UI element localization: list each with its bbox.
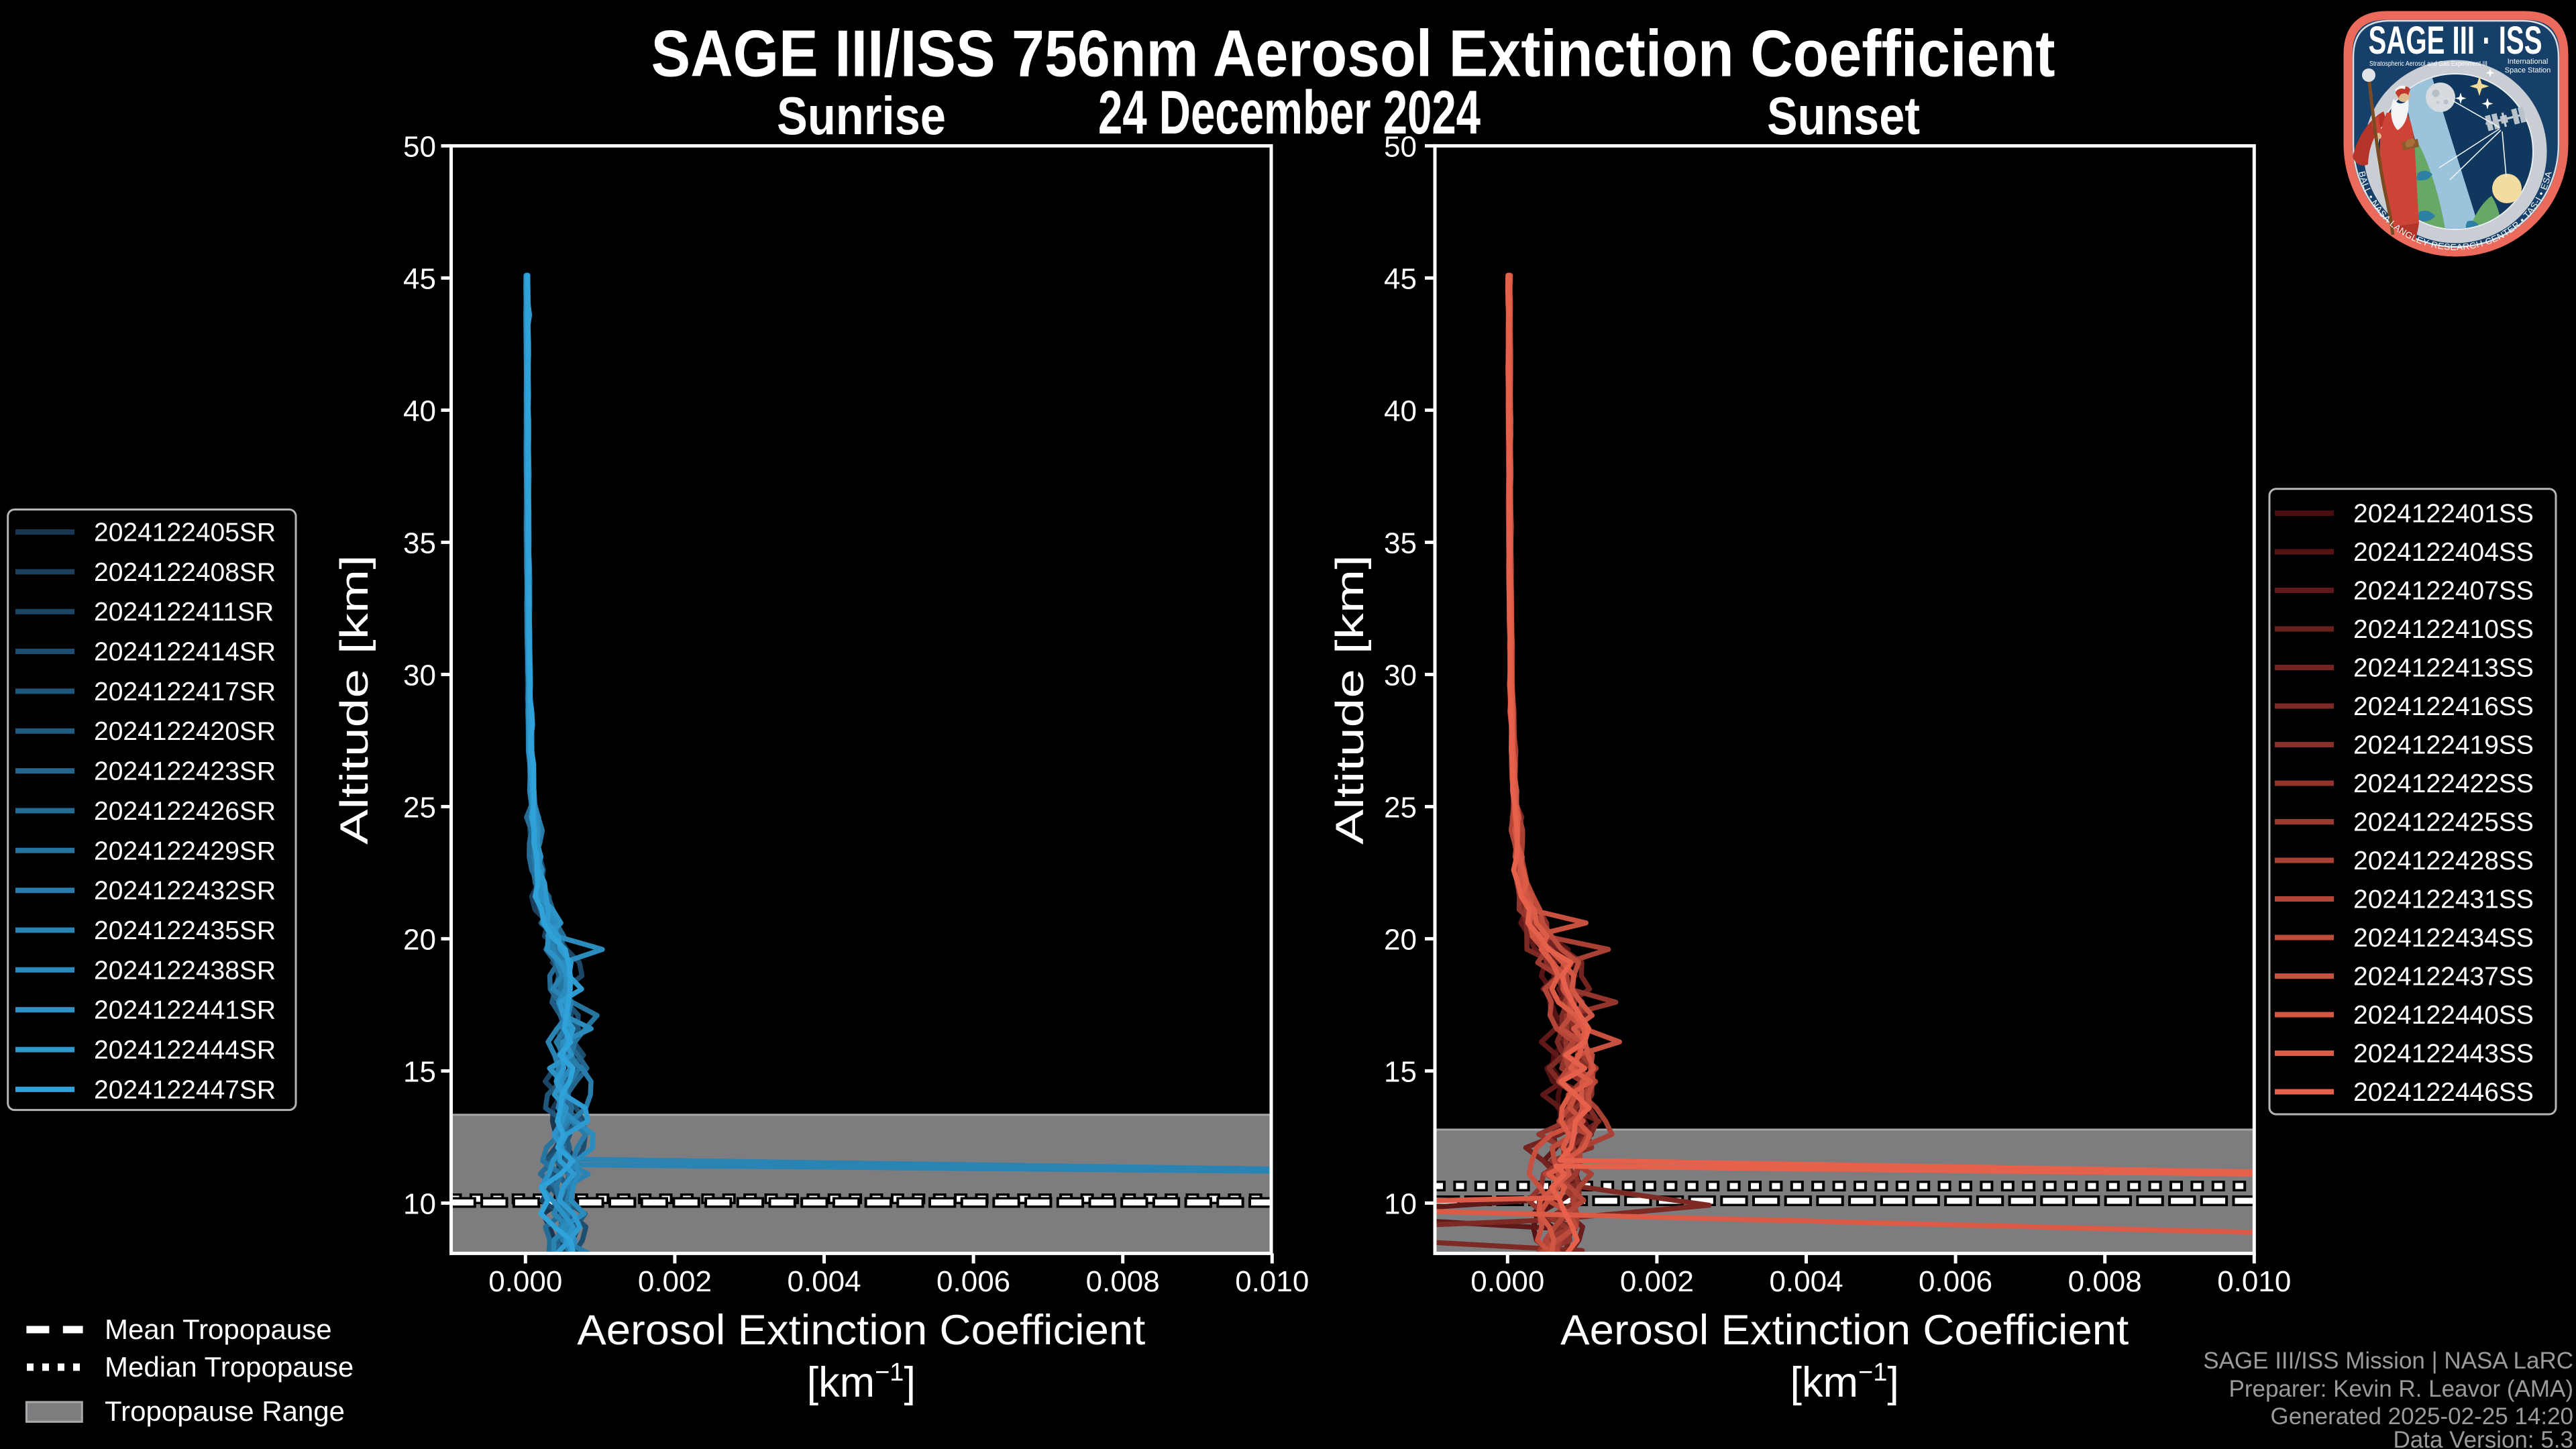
svg-text:0.006: 0.006 (936, 1265, 1010, 1298)
svg-text:2024122419SS: 2024122419SS (2353, 731, 2534, 760)
svg-text:2024122416SS: 2024122416SS (2353, 692, 2534, 721)
svg-text:2024122417SR: 2024122417SR (94, 678, 276, 706)
svg-text:Aerosol Extinction Coefficient: Aerosol Extinction Coefficient (577, 1307, 1146, 1354)
svg-text:20: 20 (1384, 923, 1417, 956)
svg-text:Tropopause Range: Tropopause Range (105, 1395, 345, 1427)
svg-text:Sunrise: Sunrise (777, 86, 946, 146)
svg-text:2024122414SR: 2024122414SR (94, 638, 276, 667)
svg-text:2024122413SS: 2024122413SS (2353, 654, 2534, 683)
svg-text:Aerosol Extinction Coefficient: Aerosol Extinction Coefficient (1560, 1307, 2129, 1354)
svg-text:0.000: 0.000 (1470, 1265, 1544, 1298)
svg-text:50: 50 (1384, 130, 1417, 163)
svg-text:Data Version: 5.3: Data Version: 5.3 (2394, 1427, 2574, 1449)
svg-text:0.004: 0.004 (787, 1265, 861, 1298)
svg-text:2024122432SR: 2024122432SR (94, 877, 276, 906)
svg-text:2024122437SS: 2024122437SS (2353, 963, 2534, 991)
svg-text:Altitude [km]: Altitude [km] (1328, 555, 1372, 845)
svg-text:International: International (2508, 58, 2548, 66)
svg-text:2024122422SS: 2024122422SS (2353, 769, 2534, 798)
svg-text:2024122444SR: 2024122444SR (94, 1036, 276, 1065)
svg-text:2024122420SR: 2024122420SR (94, 717, 276, 746)
svg-text:SAGE III/ISS 756nm Aerosol Ext: SAGE III/ISS 756nm Aerosol Extinction Co… (651, 17, 2055, 91)
svg-text:2024122423SR: 2024122423SR (94, 757, 276, 786)
svg-text:Altitude [km]: Altitude [km] (333, 555, 376, 845)
svg-text:2024122411SR: 2024122411SR (94, 598, 274, 627)
svg-text:Generated 2025-02-25 14:20: Generated 2025-02-25 14:20 (2271, 1403, 2573, 1430)
svg-text:2024122429SR: 2024122429SR (94, 837, 276, 865)
svg-text:20: 20 (403, 923, 436, 956)
svg-text:10: 10 (1384, 1187, 1417, 1220)
svg-text:15: 15 (1384, 1055, 1417, 1088)
svg-text:Median Tropopause: Median Tropopause (105, 1351, 354, 1383)
svg-text:35: 35 (403, 527, 436, 559)
svg-text:Sunset: Sunset (1767, 86, 1920, 146)
svg-text:2024122438SR: 2024122438SR (94, 956, 276, 985)
svg-text:Space Station: Space Station (2505, 66, 2551, 74)
svg-text:2024122443SS: 2024122443SS (2353, 1040, 2534, 1069)
svg-text:2024122426SR: 2024122426SR (94, 797, 276, 826)
svg-text:0.010: 0.010 (2217, 1265, 2291, 1298)
svg-text:0.002: 0.002 (638, 1265, 712, 1298)
svg-text:25: 25 (403, 791, 436, 824)
svg-text:Mean Tropopause: Mean Tropopause (105, 1313, 332, 1345)
svg-text:2024122407SS: 2024122407SS (2353, 577, 2534, 606)
svg-text:45: 45 (403, 262, 436, 295)
svg-text:Stratospheric Aerosol and Gas: Stratospheric Aerosol and Gas Experiment… (2369, 60, 2487, 68)
svg-text:15: 15 (403, 1055, 436, 1088)
svg-text:30: 30 (1384, 659, 1417, 692)
svg-text:0.000: 0.000 (488, 1265, 562, 1298)
svg-text:40: 40 (403, 394, 436, 427)
svg-text:2024122401SS: 2024122401SS (2353, 500, 2534, 529)
svg-text:2024122405SR: 2024122405SR (94, 519, 276, 547)
svg-text:2024122434SS: 2024122434SS (2353, 924, 2534, 953)
svg-text:50: 50 (403, 130, 436, 163)
svg-text:0.006: 0.006 (1919, 1265, 1992, 1298)
svg-text:0.004: 0.004 (1769, 1265, 1843, 1298)
svg-text:2024122447SR: 2024122447SR (94, 1075, 276, 1104)
svg-text:2024122440SS: 2024122440SS (2353, 1001, 2534, 1030)
svg-text:SAGE III · ISS: SAGE III · ISS (2369, 19, 2542, 62)
svg-text:0.008: 0.008 (1086, 1265, 1160, 1298)
svg-text:0.008: 0.008 (2068, 1265, 2142, 1298)
svg-text:45: 45 (1384, 262, 1417, 295)
svg-text:2024122435SR: 2024122435SR (94, 916, 276, 945)
svg-text:2024122410SS: 2024122410SS (2353, 615, 2534, 644)
svg-text:35: 35 (1384, 527, 1417, 559)
svg-text:2024122431SS: 2024122431SS (2353, 885, 2534, 914)
svg-text:0.002: 0.002 (1620, 1265, 1694, 1298)
svg-text:40: 40 (1384, 394, 1417, 427)
svg-text:2024122408SR: 2024122408SR (94, 558, 276, 587)
svg-text:24 December 2024: 24 December 2024 (1098, 78, 1481, 147)
svg-text:2024122446SS: 2024122446SS (2353, 1078, 2534, 1107)
svg-text:25: 25 (1384, 791, 1417, 824)
svg-text:2024122441SR: 2024122441SR (94, 996, 276, 1025)
svg-text:0.010: 0.010 (1235, 1265, 1309, 1298)
svg-text:30: 30 (403, 659, 436, 692)
svg-text:Preparer: Kevin R. Leavor (AMA: Preparer: Kevin R. Leavor (AMA) (2229, 1376, 2573, 1402)
svg-text:2024122428SS: 2024122428SS (2353, 847, 2534, 875)
svg-text:10: 10 (403, 1187, 436, 1220)
svg-text:2024122404SS: 2024122404SS (2353, 538, 2534, 567)
svg-text:SAGE III/ISS Mission | NASA La: SAGE III/ISS Mission | NASA LaRC (2203, 1348, 2573, 1374)
svg-text:2024122425SS: 2024122425SS (2353, 808, 2534, 837)
